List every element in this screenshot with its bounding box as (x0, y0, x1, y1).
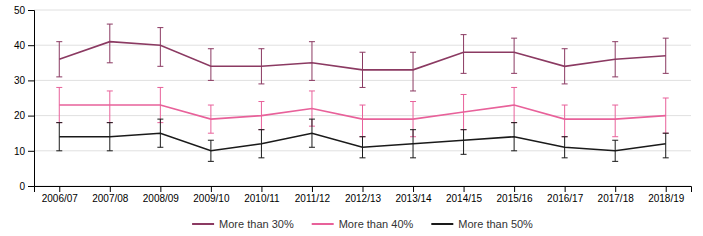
x-tick-label: 2012/13 (345, 193, 382, 204)
x-tick-label: 2008/09 (143, 193, 180, 204)
x-tick-label: 2006/07 (42, 193, 79, 204)
legend-item: More than 30% (192, 218, 294, 230)
x-tick-label: 2014/15 (446, 193, 483, 204)
chart: 010203040502006/072007/082008/092009/102… (0, 0, 703, 236)
x-tick-mark (464, 186, 465, 192)
error-bar (107, 91, 113, 123)
x-tick-label: 2017/18 (598, 193, 635, 204)
grid-line (34, 45, 691, 46)
x-tick-mark (261, 186, 262, 192)
y-tick: 0 (19, 181, 34, 192)
x-axis: 2006/07 2007/08 2008/09 2009/10 2010/11 2011/… (35, 186, 692, 204)
y-axis-line (28, 11, 35, 187)
error-bar (461, 130, 467, 155)
grid (34, 10, 691, 186)
x-tick-label: 2016/17 (547, 193, 584, 204)
x-tick-mark (160, 186, 161, 192)
x-tick-mark (312, 186, 313, 192)
series (56, 87, 668, 136)
x-tick-label: 2011/12 (295, 193, 331, 204)
legend-swatch (192, 223, 214, 225)
legend-label: More than 30% (219, 218, 294, 230)
x-tick: 2015/16 (497, 186, 534, 204)
x-tick: 2017/18 (598, 186, 635, 204)
error-bar (107, 24, 113, 63)
x-tick-mark (615, 186, 616, 192)
x-tick-mark (514, 186, 515, 192)
y-tick-label: 50 (14, 5, 26, 16)
x-tick-label: 2010/11 (244, 193, 280, 204)
error-bar (208, 49, 214, 81)
error-bar (410, 52, 416, 91)
error-bar (360, 105, 366, 137)
y-tick-label: 30 (14, 75, 26, 86)
line (59, 105, 665, 119)
y-tick: 20 (14, 110, 34, 121)
y-tick-mark (28, 186, 34, 187)
error-bar (309, 42, 315, 81)
legend-swatch (431, 223, 453, 225)
error-bar (511, 38, 517, 73)
series (56, 24, 668, 91)
x-tick: 2018/19 (648, 186, 685, 204)
y-tick: 10 (14, 146, 34, 157)
marks (56, 24, 668, 161)
y-tick-mark (28, 116, 34, 117)
x-tick-label: 2013/14 (395, 193, 432, 204)
legend-label: More than 40% (339, 218, 414, 230)
x-tick-label: 2015/16 (497, 193, 534, 204)
x-tick-label: 2009/10 (193, 193, 230, 204)
x-tick-mark (59, 186, 60, 192)
legend: More than 30% More than 40% More than 50% (192, 218, 533, 230)
y-axis: 0 10 20 30 40 50 (14, 5, 35, 192)
legend-label: More than 50% (458, 218, 533, 230)
x-axis-line (35, 187, 692, 193)
x-tick: 2011/12 (295, 186, 331, 204)
x-tick: 2010/11 (244, 186, 280, 204)
x-tick: 2009/10 (193, 186, 230, 204)
error-bar (157, 28, 163, 67)
y-tick-mark (28, 151, 34, 152)
x-tick: 2007/08 (92, 186, 129, 204)
x-tick-mark (413, 186, 414, 192)
error-bar (562, 105, 568, 137)
x-tick: 2006/07 (42, 186, 79, 204)
error-bar (461, 35, 467, 74)
x-tick: 2014/15 (446, 186, 483, 204)
y-tick-mark (28, 80, 34, 81)
legend-swatch (312, 223, 334, 225)
y-tick-mark (28, 45, 34, 46)
x-tick-label: 2007/08 (92, 193, 129, 204)
y-tick-mark (28, 10, 34, 11)
y-tick-label: 20 (14, 110, 26, 121)
y-tick: 30 (14, 75, 34, 86)
x-tick-mark (110, 186, 111, 192)
y-tick: 50 (14, 5, 34, 16)
x-tick-label: 2018/19 (648, 193, 685, 204)
x-tick: 2013/14 (395, 186, 432, 204)
x-tick-mark (363, 186, 364, 192)
plot: 010203040502006/072007/082008/092009/102… (14, 5, 692, 204)
x-tick-mark (211, 186, 212, 192)
grid-line (34, 10, 691, 11)
line (59, 42, 665, 70)
y-tick-label: 10 (14, 146, 26, 157)
x-tick-mark (666, 186, 667, 192)
x-tick: 2012/13 (345, 186, 382, 204)
error-bar (663, 133, 669, 158)
legend-item: More than 50% (431, 218, 533, 230)
line (59, 133, 665, 151)
x-tick-mark (565, 186, 566, 192)
error-bar (612, 105, 618, 137)
x-tick: 2016/17 (547, 186, 584, 204)
y-tick-label: 0 (19, 181, 25, 192)
x-tick: 2008/09 (143, 186, 180, 204)
series (56, 119, 668, 161)
legend-item: More than 40% (312, 218, 414, 230)
y-tick-label: 40 (14, 40, 26, 51)
y-tick: 40 (14, 40, 34, 51)
